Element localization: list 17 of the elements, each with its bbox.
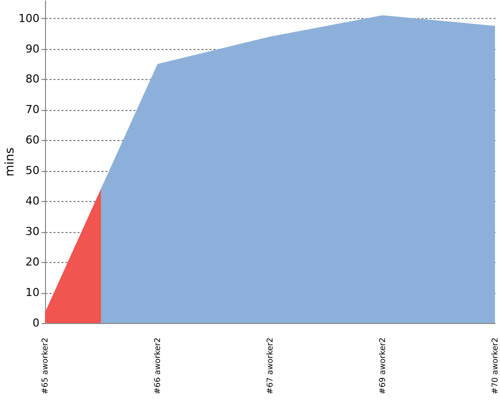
y-tick-label: 0 [32,316,40,330]
y-tick-label: 60 [26,134,40,147]
y-tick-label: 50 [26,164,40,178]
x-tick-label: #65 aworker2 [40,338,50,394]
y-tick-label: 90 [26,42,40,56]
y-tick-label: 80 [26,72,40,86]
y-tick-label: 100 [18,12,40,25]
y-tick-label: 20 [26,256,40,269]
y-tick-label: 40 [26,194,40,208]
x-tick-label: #66 aworker2 [153,338,162,394]
y-tick-label: 10 [26,286,40,300]
x-tick-label: #69 aworker2 [378,338,387,394]
x-tick-label: #70 aworker2 [490,338,500,394]
y-tick-label: 30 [26,225,40,238]
x-tick-label: #67 aworker2 [266,338,274,394]
y-axis-title: mins [2,148,17,176]
y-tick-label: 70 [26,103,40,116]
